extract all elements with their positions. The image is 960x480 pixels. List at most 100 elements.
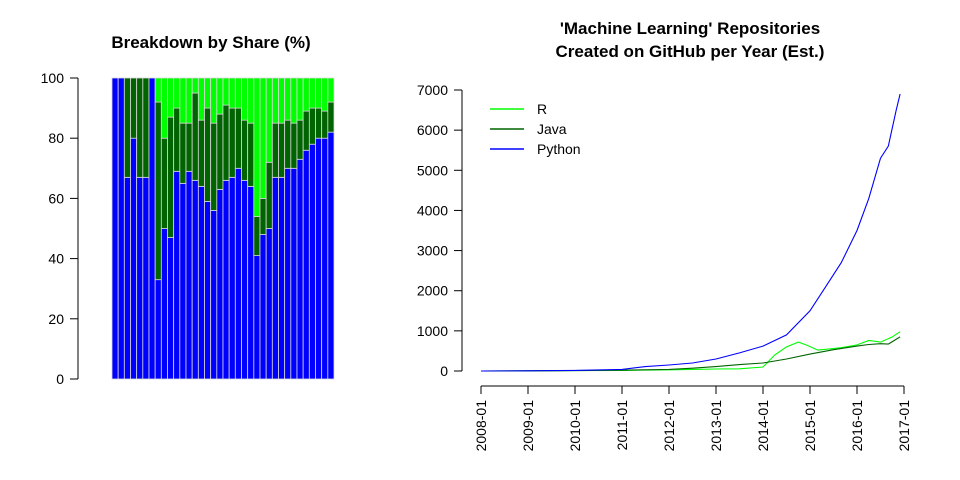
- share-bar-python: [315, 137, 323, 380]
- share-bar-r: [204, 77, 212, 109]
- share-bar-r: [234, 77, 242, 109]
- share-bar-java: [247, 122, 255, 187]
- share-bar-r: [173, 77, 181, 109]
- legend-label-java: Java: [537, 121, 567, 137]
- share-bar-java: [308, 107, 316, 145]
- share-bar-java: [321, 110, 329, 139]
- share-bar-r: [228, 77, 236, 109]
- share-bar-java: [142, 77, 150, 178]
- repos-x-tick-label: 2008-01: [473, 400, 489, 452]
- share-bar-r: [216, 77, 224, 115]
- repos-y-tick-label: 0: [440, 363, 448, 379]
- share-bar-python: [296, 158, 304, 380]
- repos-chart-x-axis: 2008-01 2009-01 2010-01 2011-01 2012-01 2013-…: [473, 385, 912, 452]
- share-bar-r: [253, 77, 261, 217]
- share-bar-python: [142, 176, 150, 380]
- share-bar-r: [259, 77, 267, 199]
- share-bar-java: [284, 119, 292, 169]
- share-bar-python: [253, 255, 261, 380]
- share-bar-r: [321, 77, 329, 112]
- share-bar-python: [271, 176, 279, 380]
- share-bar-java: [179, 122, 187, 184]
- share-bar-python: [247, 185, 255, 380]
- share-bar-python: [148, 77, 156, 380]
- share-bar-java: [302, 110, 310, 151]
- share-bar-python: [327, 131, 335, 380]
- share-bar-python: [185, 170, 193, 380]
- share-bar-r: [302, 77, 310, 112]
- share-bar-python: [308, 143, 316, 380]
- share-bar-python: [241, 179, 249, 380]
- share-bar-python: [117, 77, 125, 380]
- share-y-tick-label: 40: [48, 251, 64, 267]
- share-bar-r: [247, 77, 255, 124]
- share-chart-bars: [111, 77, 335, 380]
- share-bar-java: [290, 122, 298, 169]
- share-bar-r: [241, 77, 249, 121]
- share-bar-r: [154, 77, 162, 103]
- share-bar-java: [241, 119, 249, 181]
- share-bar-java: [265, 161, 273, 229]
- share-bar-java: [160, 137, 168, 229]
- repos-chart-legend: R Java Python: [490, 101, 581, 157]
- share-bar-python: [321, 137, 329, 380]
- repos-y-tick-label: 5000: [417, 162, 448, 178]
- share-bar-r: [197, 77, 205, 121]
- share-bar-java: [234, 107, 242, 169]
- share-bar-r: [296, 77, 304, 121]
- share-bar-python: [284, 167, 292, 380]
- share-bar-r: [327, 77, 335, 103]
- repos-x-tick-label: 2010-01: [567, 400, 583, 452]
- share-bar-python: [210, 210, 218, 380]
- repos-chart-y-axis: 0 1000 2000 3000 4000 5000 6000 7000: [417, 82, 463, 379]
- share-bar-python: [204, 201, 212, 380]
- repos-y-tick-label: 4000: [417, 202, 448, 218]
- share-bar-python: [173, 170, 181, 380]
- repos-x-tick-label: 2015-01: [802, 400, 818, 452]
- share-bar-java: [259, 197, 267, 235]
- share-bar-r: [290, 77, 298, 124]
- legend-label-r: R: [537, 101, 547, 117]
- share-bar-r: [160, 77, 168, 139]
- repos-y-tick-label: 1000: [417, 323, 448, 339]
- share-bar-java: [278, 122, 286, 178]
- share-bar-python: [302, 149, 310, 380]
- share-y-tick-label: 60: [48, 190, 64, 206]
- share-bar-python: [130, 137, 138, 380]
- share-bar-r: [271, 77, 279, 124]
- share-bar-python: [154, 279, 162, 380]
- share-bar-r: [315, 77, 323, 109]
- share-bar-java: [173, 107, 181, 172]
- repos-x-tick-label: 2009-01: [520, 400, 536, 452]
- share-bar-python: [234, 167, 242, 380]
- repos-x-tick-label: 2014-01: [755, 400, 771, 452]
- share-bar-java: [222, 104, 230, 181]
- share-bar-r: [191, 77, 199, 94]
- share-bar-r: [278, 77, 286, 124]
- share-bar-python: [228, 176, 236, 380]
- share-bar-r: [167, 77, 175, 118]
- share-bar-python: [259, 234, 267, 380]
- repos-x-tick-label: 2017-01: [896, 400, 912, 452]
- share-chart-y-axis: 0 20 40 60 80 100: [41, 70, 79, 387]
- share-bar-python: [216, 188, 224, 380]
- repos-y-tick-label: 6000: [417, 122, 448, 138]
- repos-line-java: [480, 336, 901, 372]
- share-bar-python: [222, 179, 230, 380]
- repos-chart-title-line1: 'Machine Learning' Repositories: [560, 19, 820, 38]
- share-bar-r: [185, 77, 193, 124]
- share-chart-title: Breakdown by Share (%): [111, 33, 310, 52]
- repos-x-tick-label: 2011-01: [614, 400, 630, 451]
- share-bar-python: [265, 228, 273, 380]
- share-bar-python: [160, 228, 168, 380]
- share-bar-java: [167, 116, 175, 238]
- share-bar-python: [179, 182, 187, 380]
- share-bar-java: [185, 122, 193, 172]
- share-bar-java: [197, 119, 205, 187]
- share-bar-java: [191, 92, 199, 181]
- share-bar-r: [179, 77, 187, 124]
- share-bar-java: [210, 122, 218, 211]
- share-bar-python: [123, 176, 131, 380]
- repos-y-tick-label: 3000: [417, 243, 448, 259]
- repos-y-tick-label: 2000: [417, 283, 448, 299]
